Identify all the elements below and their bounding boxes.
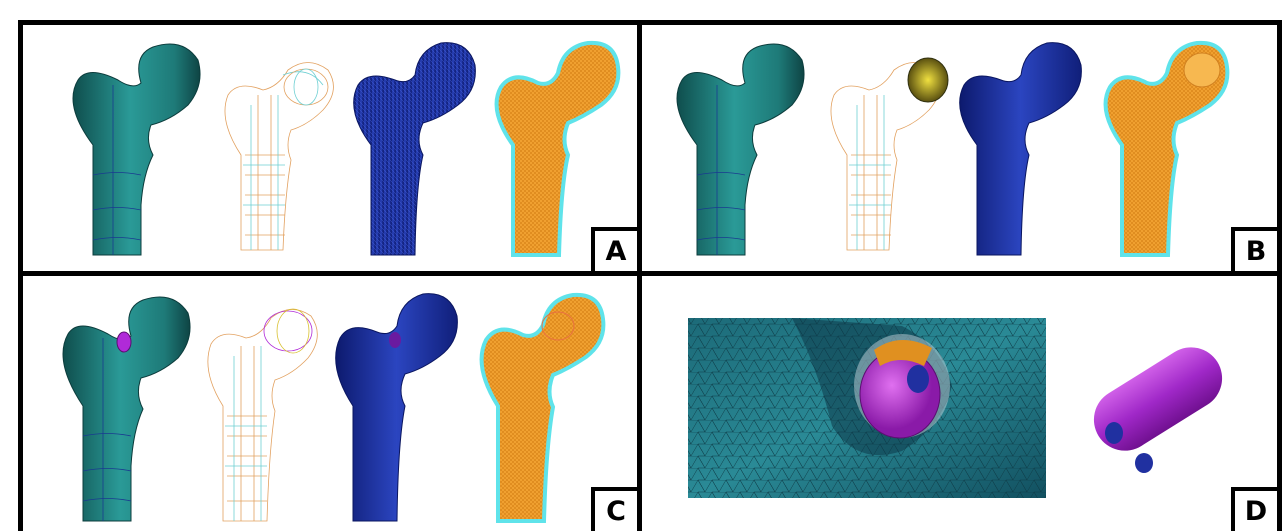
panel-divider-horizontal [18, 271, 1282, 276]
femur-mesh-blue-with-screw [335, 293, 458, 522]
isolated-screw-implant [1093, 347, 1223, 473]
zoomed-femoral-head-mesh [688, 318, 1046, 498]
femur-wireframe-with-screw [207, 308, 318, 522]
femur-mesh-orange-with-screw [479, 292, 606, 523]
panel-c: C [23, 276, 637, 531]
panel-a: A [23, 25, 637, 271]
femur-solid-model [72, 43, 201, 256]
screw-implant [116, 331, 132, 353]
femur-wireframe [224, 62, 334, 251]
femur-solid-model [676, 43, 805, 256]
femur-solid-model-with-screw [62, 296, 191, 522]
femur-mesh-orange [494, 40, 621, 257]
implant-head [907, 57, 949, 103]
panel-b: B [642, 25, 1277, 271]
femur-mesh-blue [959, 42, 1082, 256]
panel-d: D [642, 276, 1277, 531]
femur-mesh-orange [1103, 40, 1230, 257]
panel-c-label: C [591, 487, 637, 531]
panel-d-label: D [1231, 487, 1277, 531]
panel-a-label: A [591, 227, 637, 271]
femur-mesh-blue [353, 42, 476, 256]
femur-wireframe-with-implant [830, 57, 949, 251]
panel-b-label: B [1231, 227, 1277, 271]
